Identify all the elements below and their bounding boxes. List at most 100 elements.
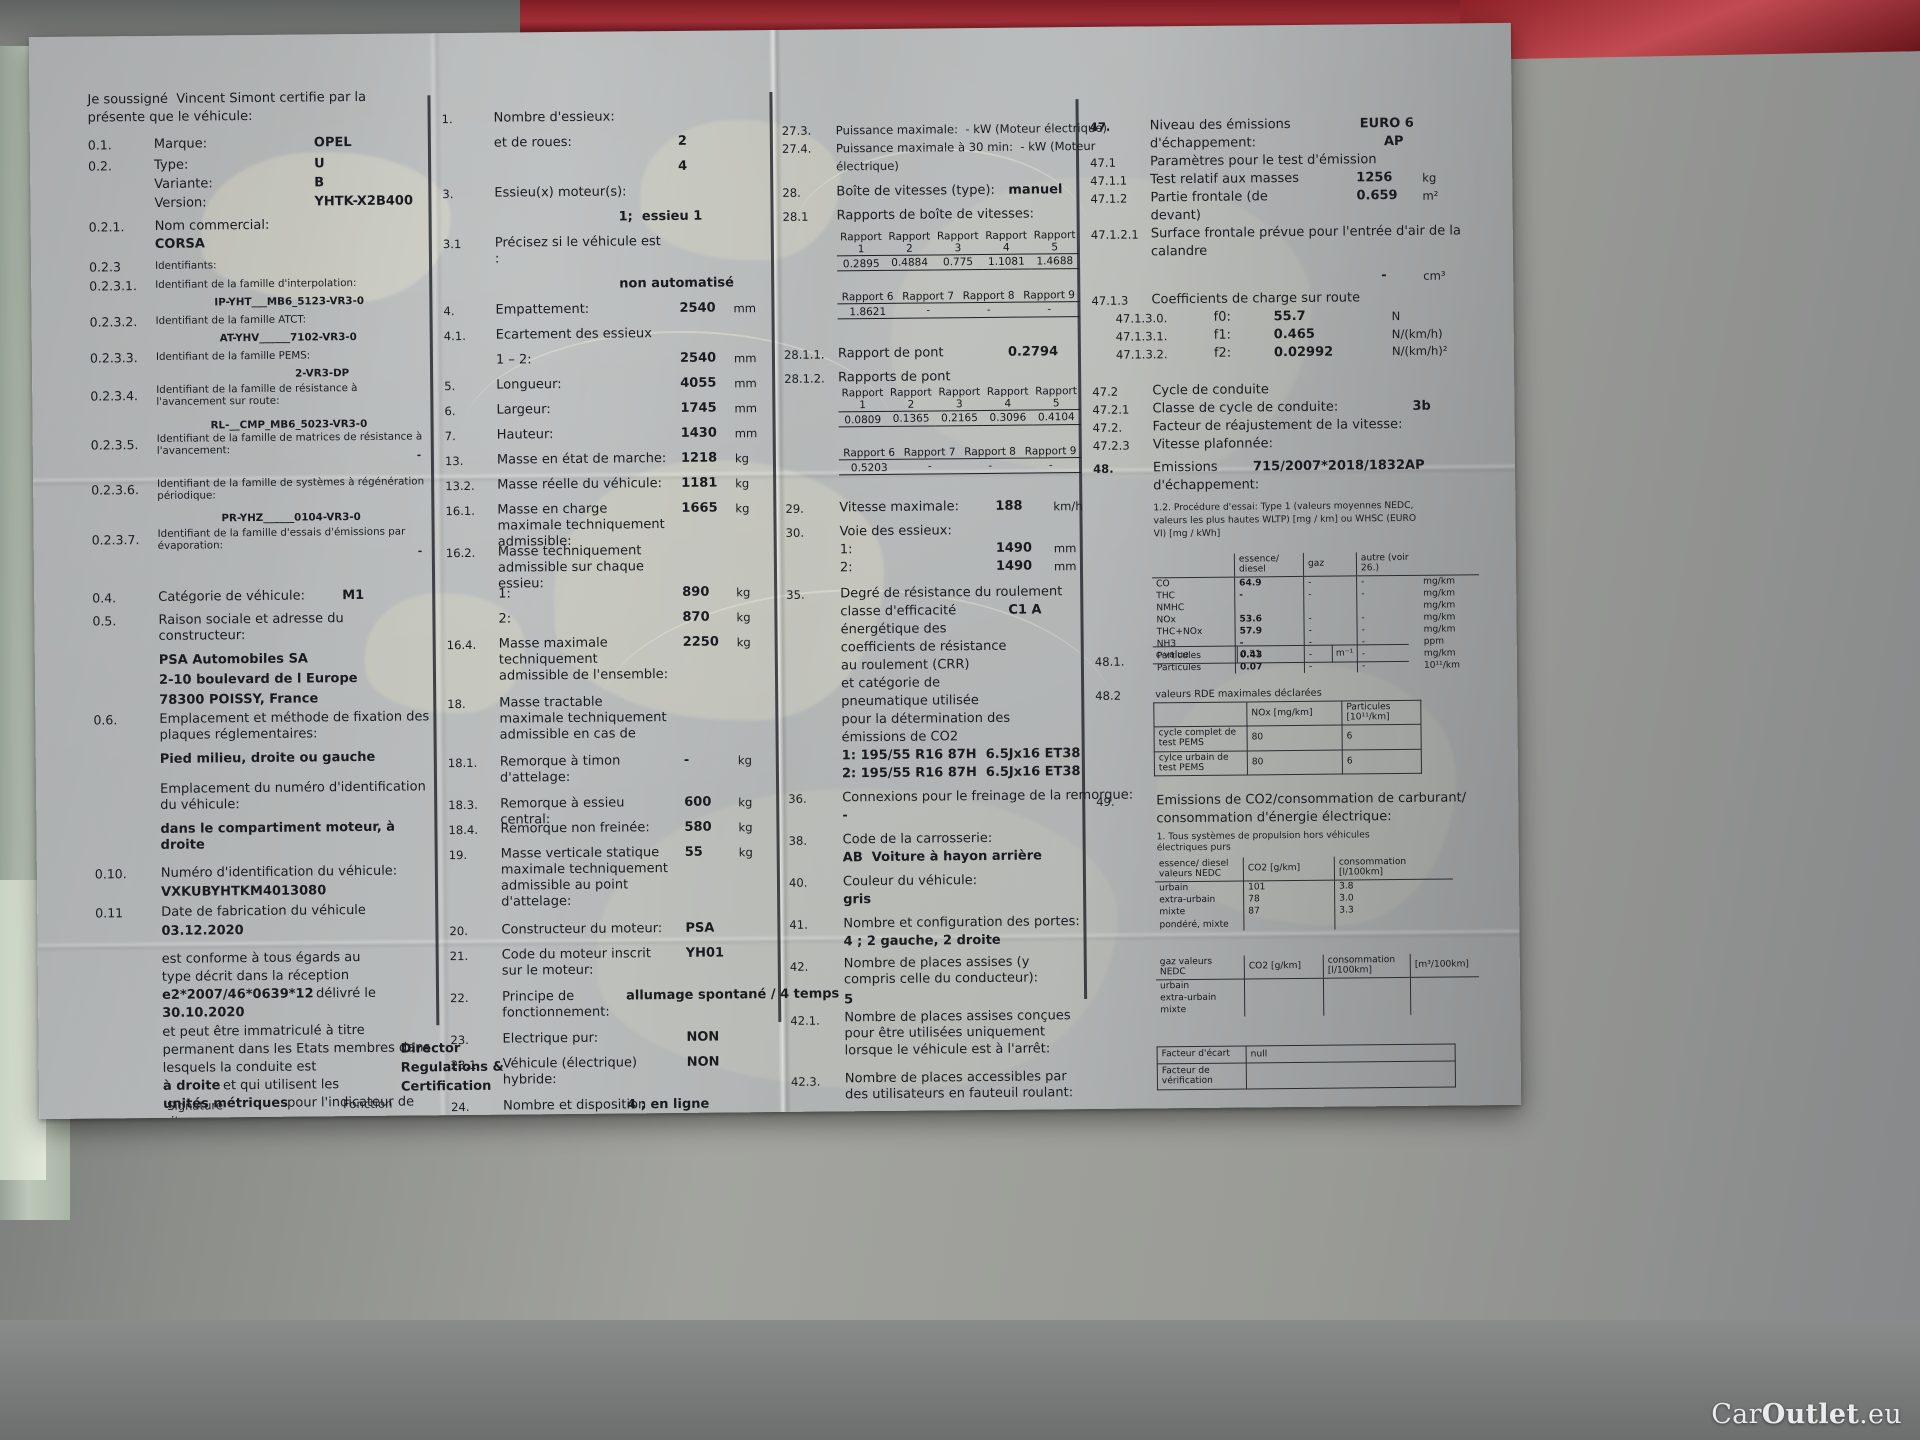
- field-value-euro-standard: EURO 6: [1359, 115, 1414, 132]
- mid-field-num: 5.: [444, 379, 456, 394]
- field-num-0-2-3-1: 0.2.3.1.: [89, 278, 138, 294]
- gas-header-cell: CO2 [g/km]: [1244, 954, 1324, 980]
- mid-field-row: 23.1. Véhicule (électrique) hybride: NON: [451, 1054, 781, 1088]
- mid-field-row: 19. Masse verticale statique maximale tec…: [449, 844, 779, 910]
- field-label-frontal-area-2: devant): [1150, 207, 1202, 224]
- mid-field-label: Code du moteur inscrit sur le moteur:: [501, 946, 652, 979]
- gear-v3: 0.775: [942, 256, 974, 269]
- axle-ratio-table-1: Rapport 1 Rapport 2 Rapport 3 Rapport 4 …: [838, 385, 1081, 427]
- mid-field-label: [494, 159, 664, 161]
- mid-field-row: 6. Largeur: 1745 mm: [444, 400, 774, 419]
- dev-table-wrap: Facteur d'écart null Facteur de vérificati…: [1157, 1043, 1456, 1090]
- intro-line-2: présente que le véhicule:: [87, 108, 253, 126]
- field-num-47-2-3: 47.2.3: [1092, 438, 1130, 453]
- function-line-3: Certification: [400, 1078, 492, 1095]
- gas-header-cell: [m³/100km]: [1410, 953, 1479, 978]
- field-value-manufacturer-city: 78300 POISSY, France: [159, 691, 319, 708]
- emissions-gas: -: [1303, 612, 1358, 626]
- mid-field-num: 4.: [443, 304, 455, 319]
- field-note-test-procedure-3: VI) [mg / kWh]: [1153, 527, 1221, 540]
- mid-field-row: 1; essieu 1: [443, 208, 773, 225]
- field-value-matrix-family: -: [416, 449, 422, 462]
- field-num-0-2-3-4: 0.2.3.4.: [90, 388, 139, 404]
- field-value-tyre-1: 1: 195/55 R16 87H 6.5Jx16 ET38: [841, 746, 1081, 764]
- field-label-identifiants: Identifiants:: [154, 259, 217, 272]
- axle-table-a: Rapport 1 Rapport 2 Rapport 3 Rapport 4 …: [838, 385, 1081, 427]
- mid-field-row: 2: 870 kg: [446, 609, 776, 627]
- field-num-47-2-2: 47.2.: [1092, 420, 1123, 435]
- conformity-approval-number: e2*2007/46*0639*12: [161, 986, 314, 1003]
- mid-field-value: 600: [684, 794, 712, 810]
- field-label-test-mass: Test relatif aux masses: [1150, 170, 1300, 188]
- field-num-0-1: 0.1.: [87, 137, 112, 153]
- mid-field-row: 3.1 Précisez si le véhicule est :: [443, 233, 773, 266]
- field-label-rr-8: pour la détermination des: [841, 710, 1011, 728]
- mid-field-num: 18.3.: [448, 797, 478, 813]
- gear-v4: 1.1081: [987, 255, 1025, 268]
- mid-field-label: Constructeur du moteur:: [501, 921, 663, 938]
- mid-field-label: Electrique pur:: [502, 1030, 599, 1047]
- mid-field-row: 24.Nombre et disposition des cylindres:4…: [451, 1096, 781, 1119]
- mid-field-unit: kg: [736, 585, 751, 600]
- field-label-grille-area-1: Surface frontale prévue pour l'entrée d'…: [1150, 223, 1461, 242]
- watermark-tld: .eu: [1859, 1399, 1902, 1430]
- emissions-diesel: -: [1234, 589, 1304, 602]
- gear-table-a-headers: Rapport 1 Rapport 2 Rapport 3 Rapport 4 …: [837, 229, 1079, 256]
- mid-field-num: 18.4.: [448, 822, 479, 838]
- rde-particles: 6: [1342, 749, 1422, 775]
- field-label-gear-ratios: Rapports de boîte de vitesses:: [836, 206, 1035, 224]
- field-value-atct-family: AT-YHV______7102-VR3-0: [219, 331, 357, 345]
- field-num-41: 41.: [789, 917, 808, 932]
- gear-h8: Rapport 8: [962, 289, 1015, 303]
- mid-field-unit: kg: [738, 795, 753, 810]
- field-value-track-1: 1490: [995, 540, 1033, 556]
- field-value-colour: gris: [843, 892, 872, 908]
- signature-label: Signature: [167, 1098, 224, 1113]
- field-value-version: YHTK-X2B400: [314, 193, 414, 210]
- deviation-value: [1246, 1060, 1456, 1090]
- red-folder-corner: [1460, 0, 1920, 60]
- field-label-co2-2: consommation d'énergie électrique:: [1156, 809, 1392, 827]
- conformity-line-5: permanent dans les Etats membres dans: [162, 1040, 431, 1058]
- emissions-unit: 10¹¹/km: [1423, 660, 1461, 671]
- gear-table-a-values: 0.2895 0.4884 0.775 1.1081 1.4688: [836, 253, 1080, 271]
- mid-field-num: 24.: [451, 1099, 470, 1115]
- consumption-value: [1334, 916, 1454, 930]
- gas-co2: [1244, 1003, 1324, 1017]
- mid-field-label: Masse en état de marche:: [496, 451, 667, 468]
- field-num-47: 47.: [1089, 119, 1111, 134]
- field-label-road-load: Coefficients de charge sur route: [1151, 290, 1361, 308]
- rde-nox: 80: [1247, 725, 1343, 751]
- co2-cycle-name: extra-urbain: [1159, 895, 1216, 906]
- mid-field-row: 5. Longueur: 4055 mm: [444, 375, 774, 394]
- gas-co2: [1244, 991, 1324, 1004]
- field-label-rr-1: Degré de résistance du roulement: [840, 584, 1063, 602]
- gear-v1: 0.2895: [842, 257, 880, 271]
- mid-field-value: 2250: [682, 634, 719, 650]
- field-label-categorie: Catégorie de véhicule:: [158, 588, 306, 605]
- mid-field-label: Masse réelle du véhicule:: [497, 476, 663, 493]
- emissions-header-cell: gaz: [1303, 552, 1357, 577]
- emissions-unit: mg/km: [1423, 624, 1456, 635]
- rde-cycle-name: cylce urbain de test PEMS: [1154, 750, 1248, 777]
- field-value-rl-family: RL-__CMP_MB6_5023-VR3-0: [210, 417, 368, 432]
- mid-field-value: 1; essieu 1: [618, 208, 703, 225]
- mid-field-value: 4: [678, 158, 688, 174]
- gas-cons-m3: [1410, 1001, 1480, 1015]
- emissions-header-cell: [1151, 553, 1235, 578]
- rde-particles: 6: [1342, 724, 1422, 750]
- mid-field-num: 18.: [447, 696, 466, 712]
- field-num-27-4: 27.4.: [781, 141, 812, 156]
- emissions-unit: mg/km: [1423, 648, 1456, 659]
- gear-table-b-values: 1.8621 - - -: [837, 301, 1080, 319]
- field-value-categorie: M1: [342, 587, 365, 604]
- axle-h8: Rapport 8: [964, 445, 1017, 459]
- mid-field-value: 1665: [681, 500, 718, 516]
- field-label-wheelchair: Nombre de places accessibles par des uti…: [844, 1069, 1074, 1103]
- mid-field-num: 21.: [449, 948, 469, 964]
- cvalue-unit: m⁻¹: [1332, 644, 1409, 663]
- cvalue-value: 0.51: [1237, 645, 1333, 664]
- certificate-of-conformity-page: Je soussigné Vincent Simont certifie par…: [28, 22, 1522, 1120]
- field-value-pems-family: 2-VR3-DP: [295, 367, 350, 380]
- field-num-47-1-1: 47.1.1: [1090, 173, 1128, 188]
